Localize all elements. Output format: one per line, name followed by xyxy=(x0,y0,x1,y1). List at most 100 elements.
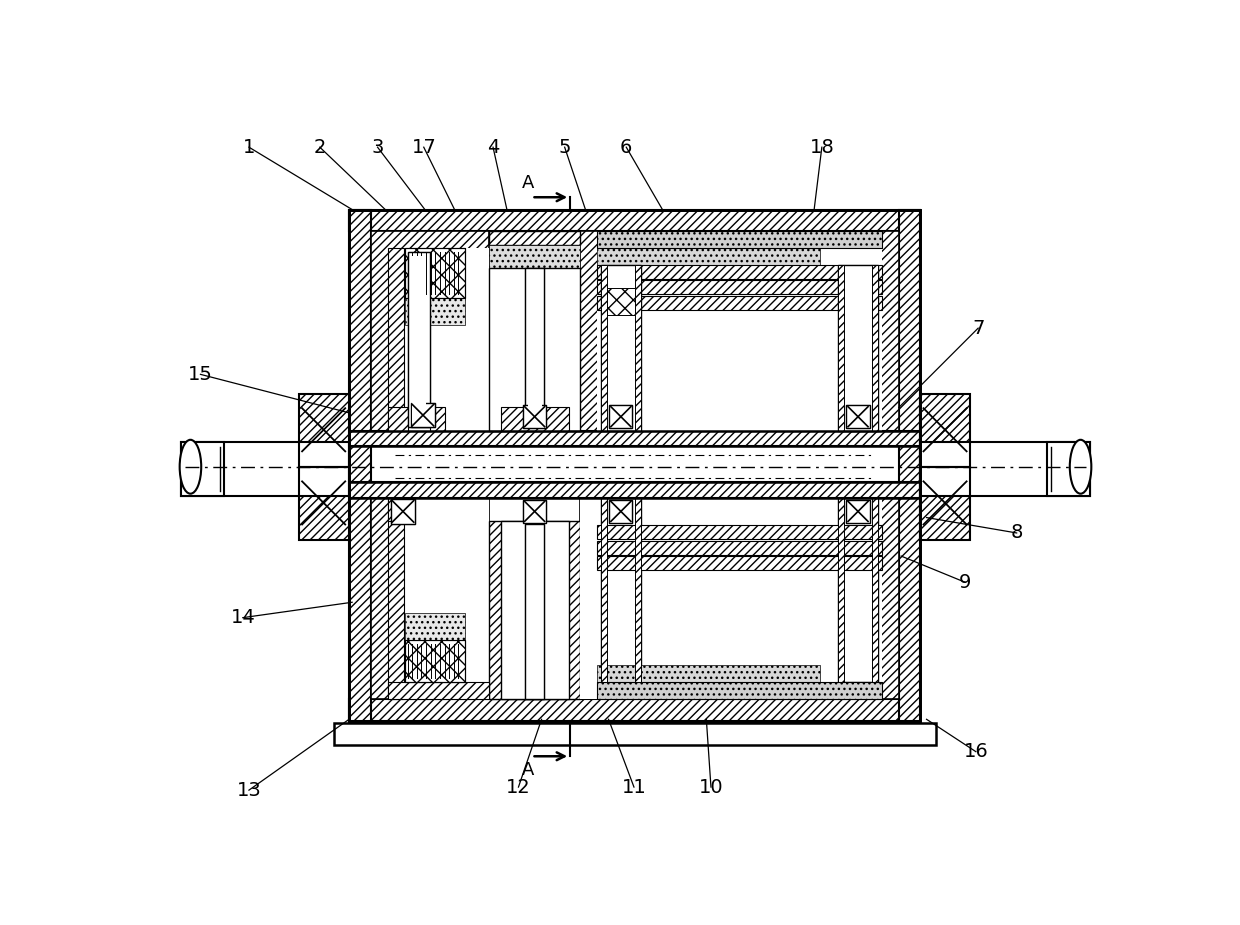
Text: A: A xyxy=(522,761,534,779)
Bar xyxy=(838,498,878,683)
Bar xyxy=(501,521,568,699)
Bar xyxy=(408,252,430,426)
Bar xyxy=(526,524,544,699)
Bar xyxy=(404,248,465,298)
Bar xyxy=(596,231,882,430)
Bar xyxy=(490,521,580,699)
Bar xyxy=(596,683,882,699)
Bar xyxy=(408,252,430,426)
Text: 9: 9 xyxy=(959,573,971,592)
Bar xyxy=(404,613,465,640)
Bar xyxy=(596,280,882,294)
Text: A: A xyxy=(522,175,534,192)
Bar xyxy=(371,231,490,430)
Bar xyxy=(580,498,882,699)
Bar xyxy=(334,723,936,745)
Bar xyxy=(847,500,869,523)
Bar xyxy=(635,498,641,683)
Text: 11: 11 xyxy=(621,778,646,796)
Bar xyxy=(601,498,641,683)
Bar xyxy=(609,500,632,523)
Bar xyxy=(596,265,882,278)
Text: 7: 7 xyxy=(972,318,985,338)
Bar xyxy=(404,298,465,325)
Bar xyxy=(526,268,544,426)
Bar xyxy=(920,467,971,540)
Bar xyxy=(920,442,1090,496)
Bar xyxy=(181,442,223,496)
Bar xyxy=(181,442,350,496)
Bar xyxy=(299,467,350,540)
Bar xyxy=(523,405,546,428)
Bar xyxy=(872,498,878,683)
Bar xyxy=(596,296,882,310)
Text: 12: 12 xyxy=(506,778,531,796)
Bar xyxy=(635,265,641,430)
Text: 5: 5 xyxy=(558,138,570,156)
Bar xyxy=(920,394,971,467)
Bar xyxy=(596,248,821,265)
Bar xyxy=(523,500,546,523)
Bar xyxy=(388,248,404,430)
Bar xyxy=(404,640,465,683)
Bar xyxy=(596,665,821,683)
Bar xyxy=(404,248,465,298)
Bar xyxy=(412,255,427,423)
Bar xyxy=(490,268,580,430)
Bar xyxy=(838,265,844,430)
Bar xyxy=(596,540,882,554)
Bar xyxy=(580,231,899,430)
Bar xyxy=(371,231,899,430)
Bar xyxy=(609,500,632,523)
Bar xyxy=(596,556,882,570)
Bar xyxy=(350,210,371,721)
Bar xyxy=(410,402,435,427)
Bar xyxy=(490,245,580,268)
Bar xyxy=(920,394,971,467)
Text: 8: 8 xyxy=(1011,524,1023,542)
Text: 6: 6 xyxy=(620,138,632,156)
Bar xyxy=(410,402,435,427)
Text: 13: 13 xyxy=(237,781,262,799)
Text: 18: 18 xyxy=(810,138,835,156)
Bar xyxy=(601,265,608,430)
Text: 4: 4 xyxy=(487,138,500,156)
Bar xyxy=(350,699,920,721)
Bar xyxy=(526,268,544,426)
Text: 15: 15 xyxy=(188,364,213,384)
Bar xyxy=(350,430,920,446)
Text: 16: 16 xyxy=(963,742,988,761)
Bar xyxy=(350,210,920,721)
Bar xyxy=(847,405,869,428)
Bar xyxy=(299,394,350,467)
Bar xyxy=(350,210,920,721)
Bar xyxy=(490,231,580,245)
Bar xyxy=(350,210,920,231)
Bar xyxy=(609,405,632,428)
Bar xyxy=(847,500,869,523)
Bar xyxy=(596,683,882,699)
Bar xyxy=(920,467,971,540)
Bar xyxy=(596,525,882,539)
Bar xyxy=(391,500,415,524)
Bar xyxy=(388,498,490,699)
Bar xyxy=(388,683,490,699)
Ellipse shape xyxy=(1070,439,1091,494)
Bar xyxy=(528,528,542,696)
Text: 10: 10 xyxy=(698,778,723,796)
Bar xyxy=(350,482,920,498)
Bar xyxy=(580,231,899,430)
Bar xyxy=(299,467,350,540)
Bar xyxy=(371,498,490,699)
Bar xyxy=(371,498,899,699)
Bar xyxy=(609,405,632,428)
Text: 3: 3 xyxy=(371,138,383,156)
Text: 17: 17 xyxy=(412,138,436,156)
Bar xyxy=(404,640,465,683)
Bar xyxy=(899,210,920,721)
Bar xyxy=(847,405,869,428)
Bar xyxy=(523,500,546,523)
Bar xyxy=(388,407,408,430)
Bar xyxy=(601,265,641,430)
Text: 2: 2 xyxy=(314,138,326,156)
